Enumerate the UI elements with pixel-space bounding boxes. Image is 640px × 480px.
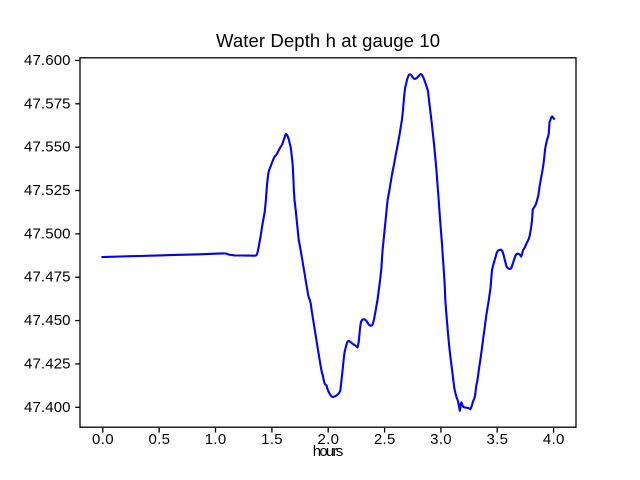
svg-text:47.575: 47.575 (24, 95, 71, 112)
svg-text:47.500: 47.500 (24, 225, 71, 242)
svg-text:0.5: 0.5 (148, 431, 170, 448)
svg-text:4.0: 4.0 (543, 431, 565, 448)
svg-text:Water Depth h at gauge 10: Water Depth h at gauge 10 (216, 30, 440, 51)
svg-text:2.0: 2.0 (317, 431, 339, 448)
svg-text:1.0: 1.0 (205, 431, 227, 448)
svg-text:47.600: 47.600 (24, 52, 71, 69)
svg-text:47.550: 47.550 (24, 139, 71, 156)
svg-text:0.0: 0.0 (92, 431, 114, 448)
svg-text:1.5: 1.5 (261, 431, 283, 448)
svg-text:3.5: 3.5 (486, 431, 508, 448)
svg-text:47.450: 47.450 (24, 312, 71, 329)
svg-text:2.5: 2.5 (374, 431, 396, 448)
svg-text:hours: hours (313, 443, 344, 460)
svg-text:47.400: 47.400 (24, 399, 71, 416)
svg-text:47.425: 47.425 (24, 355, 71, 372)
svg-text:3.0: 3.0 (430, 431, 452, 448)
svg-text:47.525: 47.525 (24, 182, 71, 199)
svg-text:47.475: 47.475 (24, 269, 71, 286)
